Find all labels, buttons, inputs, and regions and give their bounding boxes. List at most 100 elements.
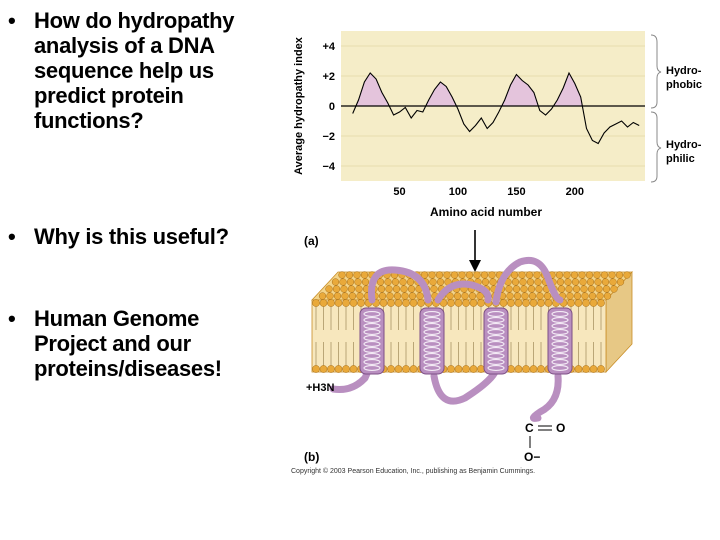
lipid-head	[342, 299, 350, 307]
bullet-text: Human Genome Project and our proteins/di…	[34, 306, 222, 381]
down-arrow-icon	[469, 230, 481, 272]
lipid-head	[342, 365, 350, 373]
lipid-head	[400, 285, 408, 293]
lipid-head	[543, 292, 552, 300]
lipid-head	[355, 285, 363, 293]
lipid-head	[357, 299, 365, 307]
transmembrane-helices	[359, 307, 573, 375]
lipid-head	[571, 278, 580, 286]
hydrophilic-label-line2: philic	[666, 153, 695, 165]
lipid-head	[326, 292, 334, 300]
lipid-head	[436, 278, 445, 286]
hydrophobic-peaks	[355, 73, 583, 106]
lipid-head	[327, 365, 335, 373]
lipid-head	[581, 292, 589, 300]
lipid-head	[454, 365, 463, 373]
lipid-head	[514, 299, 523, 307]
lipid-head	[443, 271, 451, 279]
n-terminus-label: +H3N	[306, 382, 334, 394]
x-ticks: 50 100 150 200	[393, 186, 584, 198]
lipid-head	[589, 365, 598, 373]
hydropathy-trace	[352, 71, 640, 145]
x-tick-label: 50	[393, 186, 405, 198]
lipid-head	[387, 299, 395, 307]
lipid-head	[458, 271, 466, 279]
lipid-head	[469, 299, 478, 307]
lipid-head	[349, 299, 358, 307]
plot-gridlines	[341, 45, 645, 167]
y-axis-label: Average hydropathy index	[293, 36, 305, 175]
y-tick-label: +2	[322, 71, 335, 83]
lipid-head	[615, 271, 624, 279]
lipid-head	[603, 292, 612, 300]
lipid-head	[537, 365, 545, 373]
lipid-head	[356, 292, 364, 300]
lipid-head	[312, 365, 320, 373]
lipid-head	[331, 278, 340, 286]
lipid-head	[353, 271, 361, 279]
bullet-text: How do hydropathy analysis of a DNA sequ…	[34, 8, 235, 133]
lipid-head	[347, 285, 356, 293]
lipid-head	[522, 365, 530, 373]
lipid-head	[535, 285, 543, 293]
y-tick-label: 0	[329, 101, 335, 113]
lipid-head	[391, 278, 400, 286]
membrane-illustration	[311, 256, 633, 422]
lipid-head	[453, 292, 462, 300]
lipid-head	[338, 271, 346, 279]
hydrophilic-label-line1: Hydro-	[666, 139, 702, 151]
lipid-head	[402, 299, 410, 307]
bullet-item-useful: • Why is this useful?	[6, 224, 276, 249]
lipid-head	[570, 271, 579, 279]
lipid-head	[476, 292, 484, 300]
lipid-head	[327, 299, 335, 307]
hydrophobic-label-line2: phobic	[666, 79, 702, 91]
hydrophobic-label-line1: Hydro-	[666, 65, 702, 77]
hydrophobic-brace	[650, 34, 662, 109]
lipid-head	[525, 271, 534, 279]
lipid-head	[586, 278, 595, 286]
lipid-head	[392, 285, 401, 293]
lipid-head	[462, 299, 470, 307]
lipid-head	[574, 299, 583, 307]
lipid-head	[585, 271, 594, 279]
y-tick-label: −4	[322, 161, 335, 173]
lipid-head	[430, 285, 438, 293]
lipid-head	[563, 271, 571, 279]
lipid-head	[601, 278, 610, 286]
lipid-head	[537, 299, 545, 307]
lipid-head	[582, 365, 590, 373]
lipid-head	[574, 365, 583, 373]
lipid-head	[533, 271, 541, 279]
lipid-head	[480, 271, 489, 279]
lipid-head	[354, 278, 362, 286]
lipid-head	[399, 278, 407, 286]
lipid-head	[318, 292, 327, 300]
lipid-head	[401, 292, 409, 300]
lipid-head	[565, 285, 573, 293]
lipid-head	[319, 365, 328, 373]
copyright-notice: Copyright © 2003 Pearson Education, Inc.…	[291, 467, 535, 475]
lipid-head	[469, 365, 478, 373]
lipid-head	[572, 285, 581, 293]
lipid-head	[450, 271, 459, 279]
y-tick-label: +4	[322, 41, 335, 53]
lipid-head	[520, 285, 528, 293]
lipid-head	[521, 292, 529, 300]
lipid-head	[514, 365, 523, 373]
bullet-glyph: •	[8, 224, 16, 249]
lipid-head	[345, 271, 354, 279]
lipid-head	[420, 271, 429, 279]
lipid-head	[461, 292, 469, 300]
lipid-head	[409, 365, 418, 373]
lipid-head	[447, 299, 455, 307]
lipid-head	[567, 299, 575, 307]
lipid-head	[557, 285, 566, 293]
lipid-head	[536, 292, 544, 300]
lipid-head	[385, 285, 393, 293]
lipid-head	[481, 278, 490, 286]
lipid-head	[446, 292, 454, 300]
lipid-head	[600, 271, 609, 279]
lipid-head	[596, 292, 604, 300]
